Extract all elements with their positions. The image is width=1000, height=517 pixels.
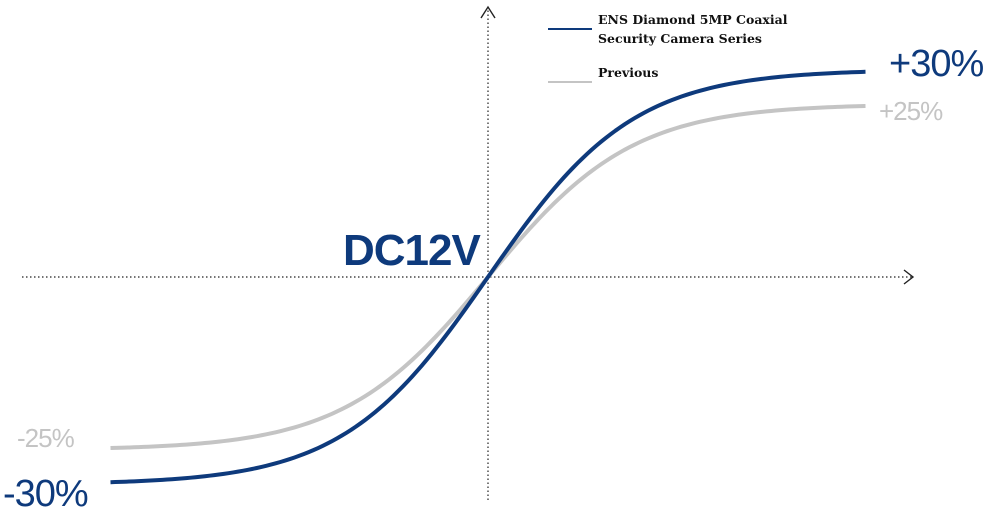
center-label: DC12V xyxy=(343,226,481,275)
y-axis-arrow xyxy=(480,5,496,19)
x-axis-arrow xyxy=(903,269,915,285)
series-line-0 xyxy=(110,69,866,485)
legend: ENS Diamond 5MP Coaxial Security Camera S… xyxy=(548,12,788,83)
series-1-min-label: -25% xyxy=(17,423,75,453)
axes xyxy=(22,5,915,500)
labels: DC12V +30% -30% +25% -25% xyxy=(3,43,984,515)
series-1-max-label: +25% xyxy=(879,96,943,126)
legend-label-0-1: Security Camera Series xyxy=(598,31,762,46)
series-0-max-label: +30% xyxy=(889,43,983,85)
series-0-min-label: -30% xyxy=(3,473,88,515)
legend-label-1-0: Previous xyxy=(598,65,658,80)
legend-label-0-0: ENS Diamond 5MP Coaxial xyxy=(598,12,788,27)
curves xyxy=(110,69,866,485)
